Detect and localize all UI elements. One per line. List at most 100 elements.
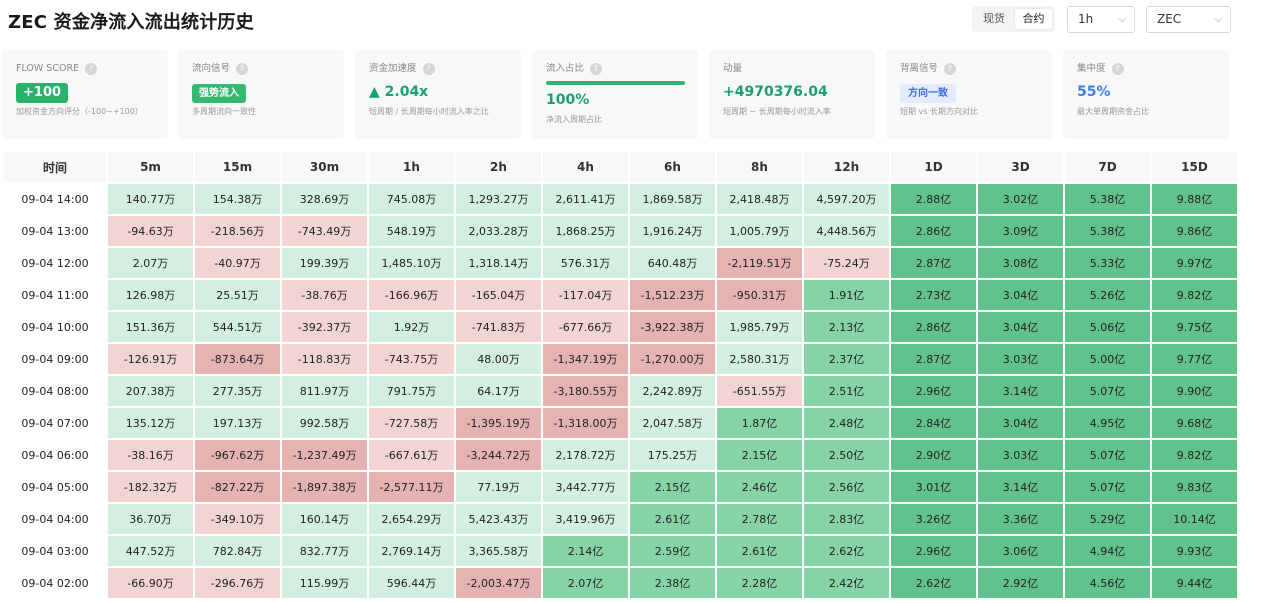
flow-cell: -651.55万 [717,376,802,406]
flow-cell: 126.98万 [108,280,193,310]
flow-cell: 811.97万 [282,376,367,406]
table-row: 09-04 03:00 447.52万 782.84万 832.77万 2,769.14… [4,536,1237,566]
flow-cell: -2,119.51万 [717,248,802,278]
flow-cell: -165.04万 [456,280,541,310]
row-time: 09-04 12:00 [4,248,106,278]
flow-cell: 2.59亿 [630,536,715,566]
flow-cell: 3.04亿 [978,312,1063,342]
flow-cell: -94.63万 [108,216,193,246]
row-time: 09-04 11:00 [4,280,106,310]
table-header-row: 时间 5m 15m 30m 1h 2h 4h 6h 8h 12h 1D 3D 7D 15D [4,152,1237,182]
flow-cell: 3.26亿 [891,504,976,534]
flow-history-table: 时间 5m 15m 30m 1h 2h 4h 6h 8h 12h 1D 3D 7D 15D 09-04 1… [2,150,1239,600]
help-icon[interactable]: ? [1111,62,1124,75]
row-time: 09-04 03:00 [4,536,106,566]
card-desc: 短期 vs 长期方向对比 [900,107,978,116]
inflow-progress-fill [546,81,685,85]
table-row: 09-04 02:00 -66.90万 -296.76万 115.99万 596.44万… [4,568,1237,598]
flow-cell: 197.13万 [195,408,280,438]
flow-cell: 2.13亿 [804,312,889,342]
flow-cell: 992.58万 [282,408,367,438]
row-time: 09-04 14:00 [4,184,106,214]
table-row: 09-04 04:00 36.70万 -349.10万 160.14万 2,654.29… [4,504,1237,534]
flow-cell: 2.88亿 [891,184,976,214]
flow-cell: 2.48亿 [804,408,889,438]
divergence-badge: 方向一致 [900,84,956,103]
flow-cell: -75.24万 [804,248,889,278]
help-icon[interactable]: ? [590,62,603,75]
help-icon[interactable]: ? [85,62,98,75]
column-header-15m: 15m [195,152,280,182]
card-concentration: 集中度? 55% 最大单周期资金占比 [1063,50,1229,139]
column-header-5m: 5m [108,152,193,182]
flow-cell: 175.25万 [630,440,715,470]
table-row: 09-04 10:00 151.36万 544.51万 -392.37万 1.92万 -7… [4,312,1237,342]
help-icon[interactable]: ? [422,62,435,75]
flow-cell: 3.14亿 [978,376,1063,406]
flow-cell: 2.73亿 [891,280,976,310]
spot-tab[interactable]: 现货 [983,12,1005,25]
card-title: 动量 [723,63,743,74]
flow-cell: -667.61万 [369,440,454,470]
column-header-30m: 30m [282,152,367,182]
flow-cell: 25.51万 [195,280,280,310]
help-icon[interactable]: ? [236,62,249,75]
flow-cell: -967.62万 [195,440,280,470]
flow-cell: 2.51亿 [804,376,889,406]
flow-cell: -40.97万 [195,248,280,278]
flow-cell: 548.19万 [369,216,454,246]
flow-cell: 1,916.24万 [630,216,715,246]
flow-cell: -66.90万 [108,568,193,598]
flow-cell: -3,180.55万 [543,376,628,406]
card-acceleration: 资金加速度? ▲ 2.04x 短周期 / 长周期每小时流入率之比 [355,50,521,139]
flow-cell: 151.36万 [108,312,193,342]
momentum-value: +4970376.04 [723,84,828,100]
row-time: 09-04 04:00 [4,504,106,534]
table-row: 09-04 13:00 -94.63万 -218.56万 -743.49万 548.19… [4,216,1237,246]
flow-cell: 2.15亿 [630,472,715,502]
flow-cell: 2,611.41万 [543,184,628,214]
acceleration-value: ▲ 2.04x [369,84,429,100]
flow-cell: 2.07亿 [543,568,628,598]
flow-cell: -950.31万 [717,280,802,310]
flow-cell: 1.87亿 [717,408,802,438]
flow-cell: 5.26亿 [1065,280,1150,310]
card-title: 流入占比 [546,63,585,74]
flow-cell: 2,654.29万 [369,504,454,534]
flow-cell: 576.31万 [543,248,628,278]
row-time: 09-04 06:00 [4,440,106,470]
flow-cell: 1,005.79万 [717,216,802,246]
flow-cell: 9.75亿 [1152,312,1237,342]
flow-cell: 5.38亿 [1065,216,1150,246]
flow-cell: 2.61亿 [717,536,802,566]
help-icon[interactable]: ? [944,62,957,75]
concentration-value: 55% [1077,84,1111,100]
flow-cell: 3,442.77万 [543,472,628,502]
flow-cell: 1,985.79万 [717,312,802,342]
flow-cell: 544.51万 [195,312,280,342]
interval-select[interactable]: 1h ⌵ [1067,6,1135,33]
flow-cell: 2.46亿 [717,472,802,502]
row-time: 09-04 13:00 [4,216,106,246]
flow-cell: -1,237.49万 [282,440,367,470]
symbol-select[interactable]: ZEC ⌵ [1146,6,1231,33]
flow-cell: 1,868.25万 [543,216,628,246]
card-momentum: 动量 +4970376.04 短周期 − 长周期每小时流入率 [709,50,875,139]
flow-cell: 2.50亿 [804,440,889,470]
flow-cell: 1.92万 [369,312,454,342]
flow-cell: -166.96万 [369,280,454,310]
flow-cell: 791.75万 [369,376,454,406]
flow-cell: 1,869.58万 [630,184,715,214]
flow-cell: -1,270.00万 [630,344,715,374]
flow-cell: -827.22万 [195,472,280,502]
flow-cell: 832.77万 [282,536,367,566]
row-time: 09-04 10:00 [4,312,106,342]
flow-cell: 2.78亿 [717,504,802,534]
card-title: 集中度 [1077,63,1106,74]
flow-cell: 9.82亿 [1152,280,1237,310]
flow-cell: 596.44万 [369,568,454,598]
flow-cell: 5.33亿 [1065,248,1150,278]
contract-tab[interactable]: 合约 [1015,9,1052,29]
flow-cell: 3.03亿 [978,344,1063,374]
flow-signal-badge: 强势流入 [192,84,246,103]
